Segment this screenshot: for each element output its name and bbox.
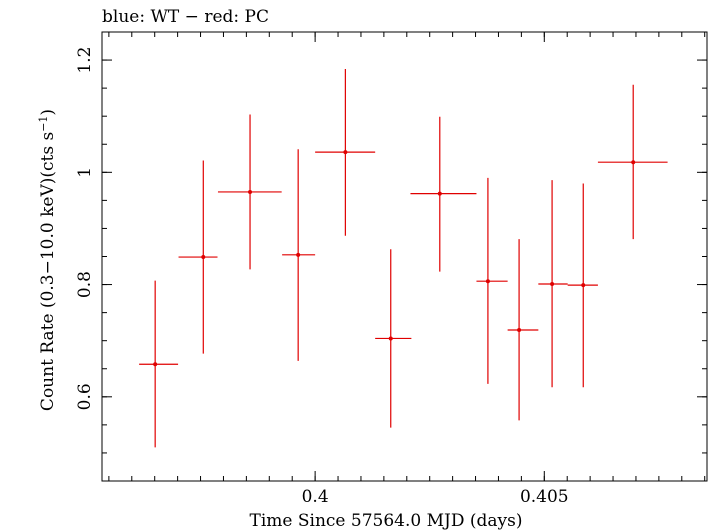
- data-point: [375, 249, 412, 428]
- point-marker: [485, 279, 490, 284]
- x-tick-label: 0.4: [302, 487, 329, 507]
- data-point: [567, 183, 598, 388]
- chart-title: blue: WT − red: PC: [102, 7, 269, 27]
- data-point: [315, 69, 376, 236]
- y-tick-label: 1: [75, 167, 95, 178]
- point-marker: [631, 160, 636, 165]
- point-marker: [343, 150, 348, 155]
- point-marker: [296, 252, 301, 257]
- point-marker: [517, 328, 522, 333]
- data-point: [538, 180, 568, 388]
- y-tick-label: 0.8: [75, 271, 95, 298]
- y-axis-label: Count Rate (0.3−10.0 keV)(cts s−1): [37, 109, 58, 411]
- y-axis-label-main: Count Rate (0.3−10.0 keV)(cts s: [38, 132, 58, 411]
- data-point: [476, 177, 508, 384]
- y-axis-label-close: ): [38, 109, 58, 116]
- point-marker: [388, 336, 393, 341]
- tick-labels: 0.4 0.405 0.6 0.8 1 1.2: [75, 47, 569, 507]
- point-marker: [248, 189, 253, 194]
- point-marker: [201, 255, 206, 260]
- point-marker: [437, 191, 442, 196]
- x-axis-label: Time Since 57564.0 MJD (days): [250, 511, 523, 531]
- data-point: [507, 239, 539, 421]
- y-tick-label: 0.6: [75, 383, 95, 410]
- data-points: [139, 69, 668, 448]
- y-tick-label: 1.2: [75, 47, 95, 74]
- data-point: [178, 160, 218, 354]
- data-point: [410, 116, 477, 272]
- axis-ticks: [102, 31, 707, 482]
- point-marker: [153, 362, 158, 367]
- point-marker: [581, 283, 586, 288]
- data-point: [282, 149, 316, 361]
- x-tick-label: 0.405: [520, 487, 569, 507]
- data-point: [217, 114, 282, 270]
- y-axis-label-exponent: −1: [37, 116, 50, 132]
- data-point: [597, 84, 668, 240]
- point-marker: [550, 282, 555, 287]
- data-point: [139, 280, 179, 448]
